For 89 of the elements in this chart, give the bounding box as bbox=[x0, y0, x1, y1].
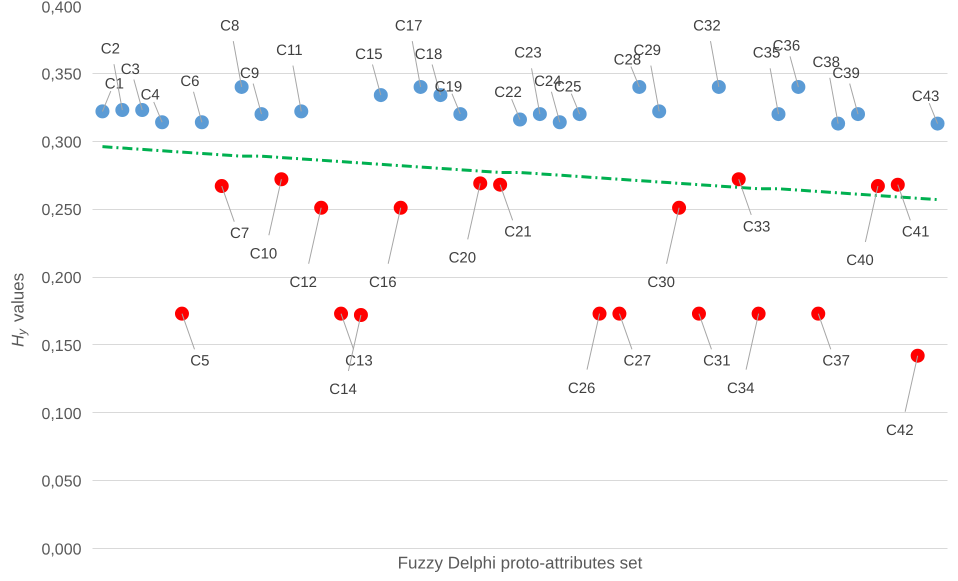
point bbox=[692, 306, 706, 321]
annotation: C26 bbox=[568, 380, 596, 397]
point bbox=[831, 116, 846, 131]
point bbox=[294, 104, 308, 118]
point bbox=[572, 107, 587, 122]
annotation: C19 bbox=[434, 78, 462, 96]
annotation: C14 bbox=[329, 381, 357, 398]
point bbox=[394, 200, 408, 215]
point bbox=[214, 179, 229, 194]
point bbox=[791, 80, 806, 94]
annotation: C10 bbox=[250, 245, 278, 262]
y-tick-label: 0,350 bbox=[41, 66, 82, 84]
annotation: C21 bbox=[504, 224, 532, 241]
annotation: C34 bbox=[726, 380, 754, 397]
point bbox=[354, 308, 368, 322]
annotation: C13 bbox=[345, 352, 373, 370]
point bbox=[95, 104, 110, 118]
annotation: C41 bbox=[902, 224, 930, 241]
point bbox=[672, 200, 686, 215]
annotation: C20 bbox=[448, 249, 476, 266]
point bbox=[652, 104, 666, 118]
y-tick-label: 0,200 bbox=[41, 270, 82, 287]
annotation: C40 bbox=[846, 252, 874, 270]
point bbox=[115, 103, 130, 118]
y-tick-label: 0,000 bbox=[41, 542, 82, 558]
annotation: C33 bbox=[742, 218, 770, 236]
annotation: C23 bbox=[514, 44, 542, 62]
annotation: C43 bbox=[912, 88, 940, 105]
line-series bbox=[100, 145, 940, 202]
point bbox=[254, 107, 269, 122]
y-tick-label: 0,300 bbox=[41, 134, 82, 152]
point bbox=[194, 115, 209, 130]
point bbox=[473, 176, 488, 190]
y-tick-label: 0,100 bbox=[41, 406, 82, 423]
point bbox=[890, 178, 905, 192]
annotation: C6 bbox=[180, 73, 200, 90]
y-tick-label: 0,050 bbox=[41, 474, 82, 491]
y-axis-title: Hy values bbox=[8, 272, 30, 347]
point bbox=[414, 80, 428, 94]
point bbox=[552, 115, 567, 130]
annotation: C17 bbox=[394, 17, 422, 34]
annotation: C18 bbox=[414, 46, 442, 63]
point bbox=[493, 178, 508, 192]
annotation: C32 bbox=[693, 17, 721, 34]
annotation: C5 bbox=[190, 352, 210, 370]
point bbox=[314, 200, 328, 215]
annotation: C16 bbox=[369, 274, 397, 291]
point bbox=[771, 107, 786, 122]
point bbox=[234, 80, 249, 94]
annotation: C8 bbox=[220, 17, 240, 34]
point bbox=[930, 116, 945, 131]
x-axis-title: Fuzzy Delphi proto-attributes set bbox=[398, 554, 643, 572]
annotation: C7 bbox=[230, 225, 250, 242]
y-tick-label: 0,400 bbox=[41, 0, 82, 16]
point bbox=[752, 306, 766, 321]
point bbox=[135, 103, 150, 118]
point bbox=[334, 306, 348, 321]
y-tick-label: 0,150 bbox=[41, 338, 82, 355]
point bbox=[910, 348, 925, 363]
point bbox=[155, 115, 170, 130]
annotation: C27 bbox=[624, 352, 652, 370]
annotation: C30 bbox=[647, 274, 675, 291]
point bbox=[632, 80, 646, 94]
point bbox=[870, 179, 885, 194]
point bbox=[732, 172, 746, 186]
point bbox=[592, 306, 607, 321]
annotation: C4 bbox=[140, 86, 160, 104]
annotation: C31 bbox=[703, 352, 731, 370]
point bbox=[811, 306, 826, 321]
annotation: C22 bbox=[494, 84, 522, 101]
point bbox=[274, 172, 288, 186]
point bbox=[374, 88, 388, 102]
point bbox=[453, 107, 468, 122]
y-tick-label: 0,250 bbox=[41, 202, 82, 220]
annotation: C42 bbox=[886, 422, 914, 439]
annotation: C1 bbox=[104, 76, 124, 93]
annotation: C37 bbox=[822, 352, 850, 370]
point bbox=[851, 107, 866, 122]
point bbox=[513, 112, 527, 127]
annotation: C3 bbox=[120, 60, 140, 78]
annotation: C11 bbox=[276, 42, 303, 59]
annotation: C12 bbox=[290, 274, 318, 291]
point bbox=[532, 107, 547, 122]
annotation: C2 bbox=[100, 40, 120, 58]
annotation: C9 bbox=[240, 64, 260, 82]
point bbox=[712, 80, 726, 94]
annotation: C15 bbox=[355, 46, 383, 63]
point bbox=[612, 306, 626, 321]
point bbox=[174, 306, 189, 321]
